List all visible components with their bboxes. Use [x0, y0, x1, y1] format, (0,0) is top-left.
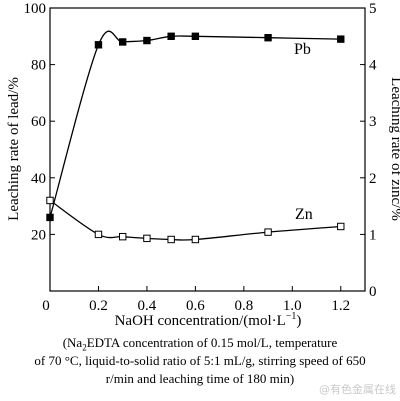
caption-line-3: r/min and leaching time of 180 min) — [105, 371, 295, 386]
y-right-tick-label: 4 — [369, 58, 377, 74]
y-left-tick-label: 40 — [31, 171, 46, 187]
x-tick-label: 0.8 — [234, 298, 253, 314]
y-right-tick-label: 1 — [369, 227, 377, 243]
caption-line-2: of 70 °C, liquid-to-solid ratio of 5:1 m… — [34, 353, 366, 368]
x-tick-label: 1.2 — [331, 298, 350, 314]
point-pb — [46, 213, 54, 222]
x-tick-label: 0.2 — [89, 298, 108, 314]
plot-frame — [49, 7, 366, 292]
y-right-tick-label: 2 — [369, 171, 377, 187]
y-right-tick-label: 5 — [369, 1, 377, 17]
series-group — [46, 30, 345, 244]
watermark: @有色金属在线 — [319, 383, 396, 396]
caption-line-1-sub: 2 — [82, 342, 87, 353]
x-tick-label: 1.0 — [283, 298, 302, 314]
series-line-pb — [49, 30, 341, 218]
point-zn — [46, 196, 54, 205]
x-axis-title-close: ) — [296, 313, 301, 329]
y-left-tick-label: 60 — [31, 114, 46, 130]
point-pb — [191, 32, 200, 40]
x-axis-title-main: NaOH concentration/(mol·L — [115, 313, 286, 329]
point-zn — [337, 222, 345, 231]
x-tick-label: 0.4 — [138, 298, 157, 314]
x-tick-label: 0.6 — [186, 298, 205, 314]
point-pb — [118, 38, 127, 46]
y-left-tick-label: 20 — [31, 227, 46, 243]
y-axis-right-title: Leaching rate of zinc/% — [388, 77, 400, 221]
leaching-chart: 0 0.2 0.4 0.6 0.8 1.0 1.2 20 40 60 80 100 0 1 2 3 4 5 Lea… — [6, 1, 400, 329]
y-axis-left-title: Leaching rate of lead/% — [6, 77, 22, 221]
y-right-tick-label: 0 — [369, 284, 377, 300]
point-pb — [94, 41, 103, 49]
point-zn — [118, 232, 127, 241]
point-pb — [167, 32, 175, 40]
x-axis-title-sup: −1 — [286, 311, 297, 322]
y-left-tick-label: 100 — [24, 1, 47, 17]
axis-ticks — [49, 7, 365, 292]
caption-line-1-pre: (Na — [62, 335, 83, 350]
point-zn — [167, 235, 175, 244]
x-axis-title: NaOH concentration/(mol·L−1) — [115, 311, 302, 329]
point-pb — [337, 35, 345, 43]
x-tick-label: 0 — [42, 298, 50, 314]
point-zn — [264, 228, 272, 236]
tick-labels: 0 0.2 0.4 0.6 0.8 1.0 1.2 20 40 60 80 100 0 1 2 3 4 5 — [24, 1, 378, 314]
y-right-tick-label: 3 — [369, 114, 377, 130]
y-left-tick-label: 80 — [31, 58, 46, 74]
series-label-zn: Zn — [295, 206, 313, 223]
point-pb — [264, 34, 272, 42]
caption-line-1: (Na2EDTA concentration of 0.15 mol/L, te… — [0, 334, 400, 357]
point-zn — [143, 234, 151, 243]
point-zn — [94, 230, 103, 239]
series-label-pb: Pb — [294, 41, 311, 58]
point-zn — [191, 235, 200, 244]
point-pb — [143, 36, 151, 45]
caption-line-1-post: EDTA concentration of 0.15 mol/L, temper… — [86, 335, 338, 350]
